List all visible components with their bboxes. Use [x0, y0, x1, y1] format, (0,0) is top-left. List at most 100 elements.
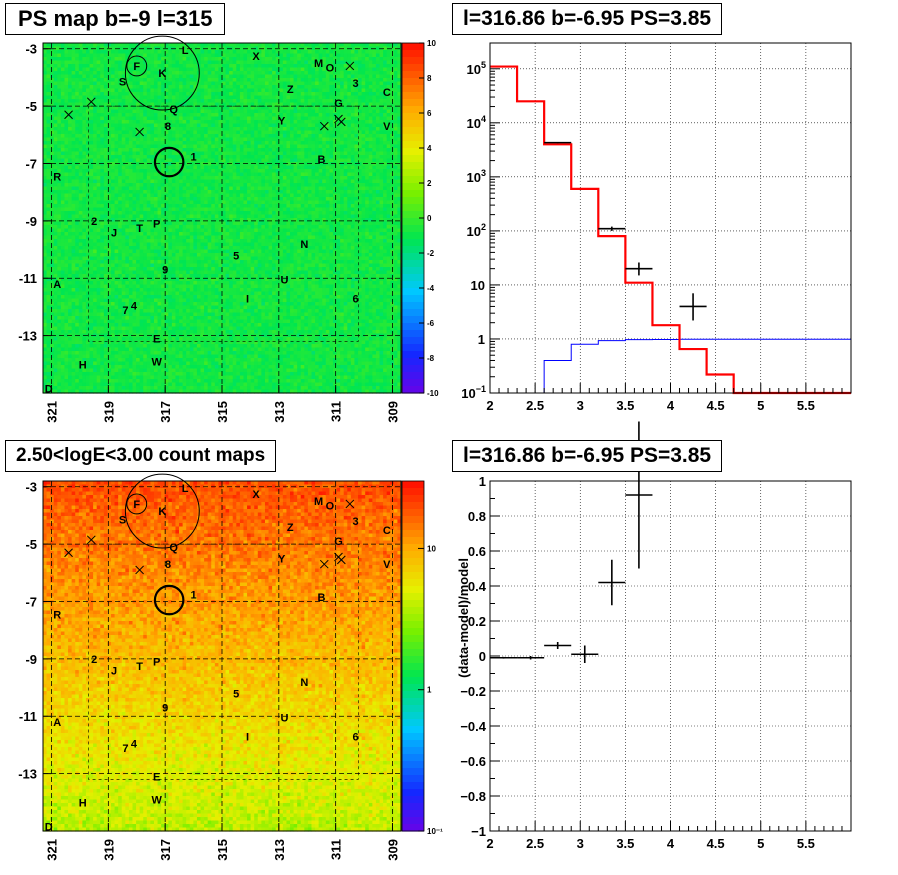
spectrum-y-tick-label: 103 — [467, 168, 486, 185]
ps-map-x-tick-label: 315 — [215, 401, 230, 423]
ps-map-source-label: 9 — [162, 265, 168, 277]
count-map-source-label: 5 — [233, 688, 239, 700]
ps-map-colorbar — [402, 43, 424, 394]
spectrum-x-tick-label: 4.5 — [707, 398, 725, 413]
ps-map-source-circle — [153, 146, 185, 178]
ps-map-source-label: U — [281, 275, 289, 287]
ps-map-source-label: G — [334, 98, 343, 110]
ps-map-source-label: S — [119, 77, 126, 89]
ps-map-source-label: J — [111, 227, 117, 239]
residual-y-tick-label: −0.6 — [460, 754, 486, 769]
residual-x-tick-label: 2 — [486, 836, 493, 851]
ps-map-colorbar-label: 0 — [427, 214, 432, 223]
residual-x-tick-label: 2.5 — [526, 836, 544, 851]
ps-map-source-label: A — [53, 279, 61, 291]
ps-map-y-tick-label: -7 — [25, 156, 37, 171]
count-map-source-label: 3 — [352, 516, 358, 528]
residual-x-tick-label: 5 — [757, 836, 764, 851]
count-map-source-cross — [336, 555, 346, 565]
spectrum-x-tick-label: 2 — [486, 398, 493, 413]
count-map-source-label: M — [314, 496, 323, 508]
ps-map-source-label: T — [136, 223, 143, 235]
residual-x-tick-label: 3 — [577, 836, 584, 851]
count-map-colorbar-frame — [401, 480, 425, 832]
count-map-source-label: N — [300, 677, 308, 689]
ps-map-source-label: 6 — [352, 293, 358, 305]
count-map-x-tick-label: 321 — [45, 839, 60, 861]
ps-map-x-tick-label: 311 — [329, 401, 344, 422]
spectrum-x-tick-label: 4 — [667, 398, 675, 413]
ps-map-colorbar-label: 8 — [427, 74, 432, 83]
count-map-source-circle — [153, 584, 185, 616]
count-map-source-cross — [64, 548, 73, 558]
count-map-source-label: T — [136, 661, 143, 673]
count-map-y-tick-label: -5 — [25, 537, 37, 552]
ps-map-roi-outline — [88, 105, 359, 342]
count-map-source-label: 9 — [162, 703, 168, 715]
count-map-source-label: 6 — [352, 731, 358, 743]
ps-map-source-label: M — [314, 58, 323, 70]
count-map-source-label: D — [45, 822, 53, 834]
ps-map-source-label: N — [300, 239, 308, 251]
spectrum-x-tick-label: 5.5 — [797, 398, 815, 413]
residual-y-tick-label: −0.8 — [460, 789, 486, 804]
count-map-title: 2.50<logE<3.00 count maps — [5, 440, 277, 472]
count-map-source-label: A — [53, 717, 61, 729]
spectrum-y-tick-label: 10 — [471, 278, 485, 293]
ps-map-source-label: X — [252, 51, 260, 63]
count-map-source-label: Y — [278, 553, 286, 565]
count-map-source-label: E — [153, 771, 160, 783]
ps-map-y-tick-label: -9 — [25, 214, 37, 229]
spectrum-title: l=316.86 b=-6.95 PS=3.85 — [452, 3, 723, 35]
ps-map-source-label: H — [79, 359, 87, 371]
ps-map-source-label: F — [133, 61, 140, 73]
count-map-y-tick-label: -7 — [25, 594, 37, 609]
ps-map-colorbar-label: -10 — [427, 389, 439, 398]
spectrum-background-model-line — [490, 338, 851, 394]
ps-map-colorbar-label: 2 — [427, 179, 432, 188]
ps-map-source-label: 2 — [91, 216, 97, 228]
residual-x-tick-label: 4.5 — [707, 836, 725, 851]
count-map-source-label: S — [119, 515, 126, 527]
count-map-source-circle — [126, 493, 148, 515]
count-map-source-label: G — [334, 536, 343, 548]
ps-map-source-label: 1 — [191, 151, 197, 163]
spectrum-x-tick-label: 2.5 — [526, 398, 544, 413]
ps-map-y-tick-label: -13 — [18, 329, 37, 344]
count-map-source-label: U — [281, 713, 289, 725]
ps-map-source-label: R — [53, 171, 61, 183]
ps-map-source-label: B — [317, 154, 325, 166]
count-map-roi-outline — [88, 543, 359, 780]
count-map-source-label: O — [326, 500, 335, 512]
count-map-source-label: B — [317, 592, 325, 604]
count-map-x-tick-label: 315 — [215, 839, 230, 861]
spectrum-y-tick-label: 1 — [478, 332, 485, 347]
count-map-source-label: X — [252, 489, 260, 501]
ps-map-y-tick-label: -11 — [19, 271, 37, 286]
ps-map-source-cross — [345, 61, 355, 71]
ps-map-colorbar-label: -2 — [427, 249, 435, 258]
ps-map-source-label: C — [383, 87, 391, 99]
ps-map-source-cross — [336, 117, 346, 127]
residual-y-tick-label: −1 — [471, 824, 486, 839]
ps-map-heatmap — [43, 43, 402, 394]
count-map-source-label: J — [111, 665, 117, 677]
ps-map-colorbar-label: -6 — [427, 319, 435, 328]
ps-map-title: PS map b=-9 l=315 — [5, 3, 226, 35]
residual-title: l=316.86 b=-6.95 PS=3.85 — [452, 440, 723, 472]
count-map-source-label: 8 — [165, 559, 171, 571]
ps-map-source-label: O — [326, 62, 335, 74]
ps-map-x-tick-label: 309 — [385, 401, 400, 423]
ps-map-source-label: Z — [287, 84, 294, 96]
residual-y-tick-label: 0.8 — [468, 509, 486, 524]
ps-map-source-label: P — [153, 219, 160, 231]
count-map-source-label: F — [133, 499, 140, 511]
ps-map-colorbar-label: 10 — [427, 39, 436, 48]
ps-map-y-tick-label: -5 — [25, 99, 37, 114]
count-map-source-label: P — [153, 657, 160, 669]
count-map-source-label: 4 — [131, 739, 138, 751]
count-map-source-label: Z — [287, 522, 294, 534]
ps-map-source-circle — [124, 35, 200, 111]
count-map-x-tick-label: 319 — [101, 839, 116, 861]
